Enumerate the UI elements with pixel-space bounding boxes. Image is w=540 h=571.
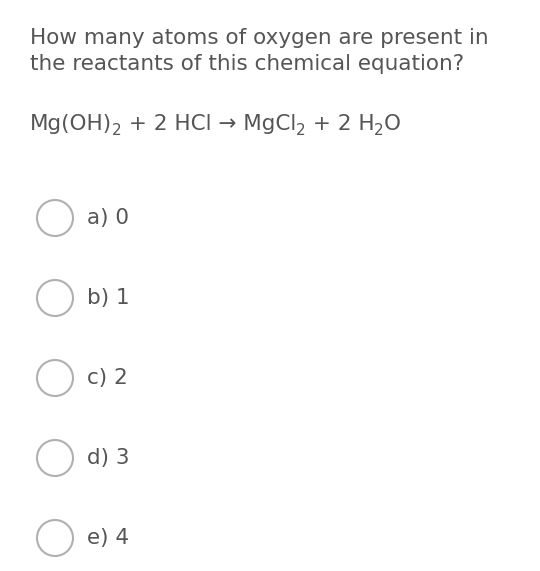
Text: b) 1: b) 1 xyxy=(87,288,130,308)
Text: e) 4: e) 4 xyxy=(87,528,129,548)
Text: 2: 2 xyxy=(112,123,122,138)
Text: the reactants of this chemical equation?: the reactants of this chemical equation? xyxy=(30,54,464,74)
Text: O: O xyxy=(384,114,401,134)
Text: a) 0: a) 0 xyxy=(87,208,129,228)
Text: + 2 H: + 2 H xyxy=(306,114,374,134)
Text: 2: 2 xyxy=(296,123,306,138)
Text: 2: 2 xyxy=(374,123,384,138)
Text: Mg(OH): Mg(OH) xyxy=(30,114,112,134)
Text: How many atoms of oxygen are present in: How many atoms of oxygen are present in xyxy=(30,28,489,48)
Text: d) 3: d) 3 xyxy=(87,448,130,468)
Text: c) 2: c) 2 xyxy=(87,368,128,388)
Text: + 2 HCl → MgCl: + 2 HCl → MgCl xyxy=(122,114,296,134)
